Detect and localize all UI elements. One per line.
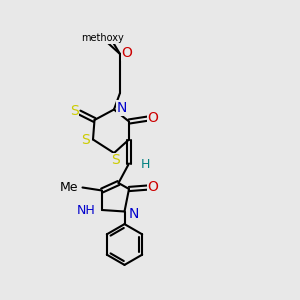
Text: N: N xyxy=(117,101,128,115)
Text: Me: Me xyxy=(59,181,78,194)
Text: H: H xyxy=(141,158,150,172)
Text: O: O xyxy=(122,46,132,60)
Text: methoxy: methoxy xyxy=(81,33,123,43)
Text: O: O xyxy=(148,111,158,125)
Text: S: S xyxy=(81,133,89,146)
Text: S: S xyxy=(111,154,120,167)
Text: NH: NH xyxy=(77,203,96,217)
Text: N: N xyxy=(129,207,140,220)
Text: S: S xyxy=(70,104,79,118)
Text: O: O xyxy=(148,180,158,194)
